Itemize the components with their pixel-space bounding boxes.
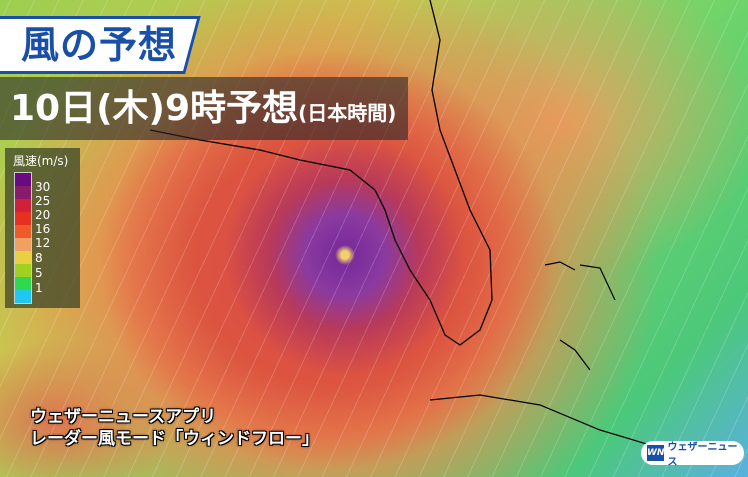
- legend-swatch: [15, 173, 31, 186]
- legend-swatch: [15, 186, 31, 199]
- florida-coastline: [149, 0, 493, 346]
- caption-line-1: ウェザーニュースアプリ: [30, 407, 217, 427]
- legend-label: 1: [35, 281, 43, 295]
- legend-label: 16: [35, 222, 51, 236]
- legend-label: 5: [35, 266, 43, 280]
- legend-label: 8: [35, 251, 43, 265]
- legend-swatch: [15, 290, 31, 303]
- legend-label: 25: [35, 194, 51, 208]
- wn-logo-icon: WN: [647, 445, 665, 461]
- legend-label: 20: [35, 208, 51, 222]
- wind-speed-legend: 風速(m/s) 30 25 20 16 12 8 5 1: [5, 148, 80, 308]
- logo-text: ウェザーニュース: [667, 442, 738, 468]
- forecast-time: 10日(木)9時予想: [10, 88, 299, 129]
- legend-swatch: [15, 251, 31, 264]
- legend-title: 風速(m/s): [13, 154, 69, 168]
- legend-label: 30: [35, 180, 51, 194]
- legend-swatch: [15, 212, 31, 225]
- caption: ウェザーニュースアプリ レーダー風モード「ウィンドフロー」: [30, 406, 319, 450]
- weathernews-logo: WN ウェザーニュース: [641, 441, 744, 468]
- timezone-note: (日本時間): [298, 101, 397, 125]
- title-text: 風の予想: [21, 23, 178, 67]
- legend-label: 12: [35, 236, 51, 250]
- legend-color-bar: [14, 172, 32, 304]
- legend-swatch: [15, 225, 31, 238]
- caption-line-2: レーダー風モード「ウィンドフロー」: [30, 429, 319, 449]
- legend-swatch: [15, 238, 31, 251]
- forecast-time-bar: 10日(木)9時予想(日本時間): [0, 77, 408, 140]
- title-banner: 風の予想: [0, 16, 201, 74]
- legend-swatch: [15, 264, 31, 277]
- bahamas-coastline: [544, 261, 616, 371]
- legend-swatch: [15, 277, 31, 290]
- legend-swatch: [15, 199, 31, 212]
